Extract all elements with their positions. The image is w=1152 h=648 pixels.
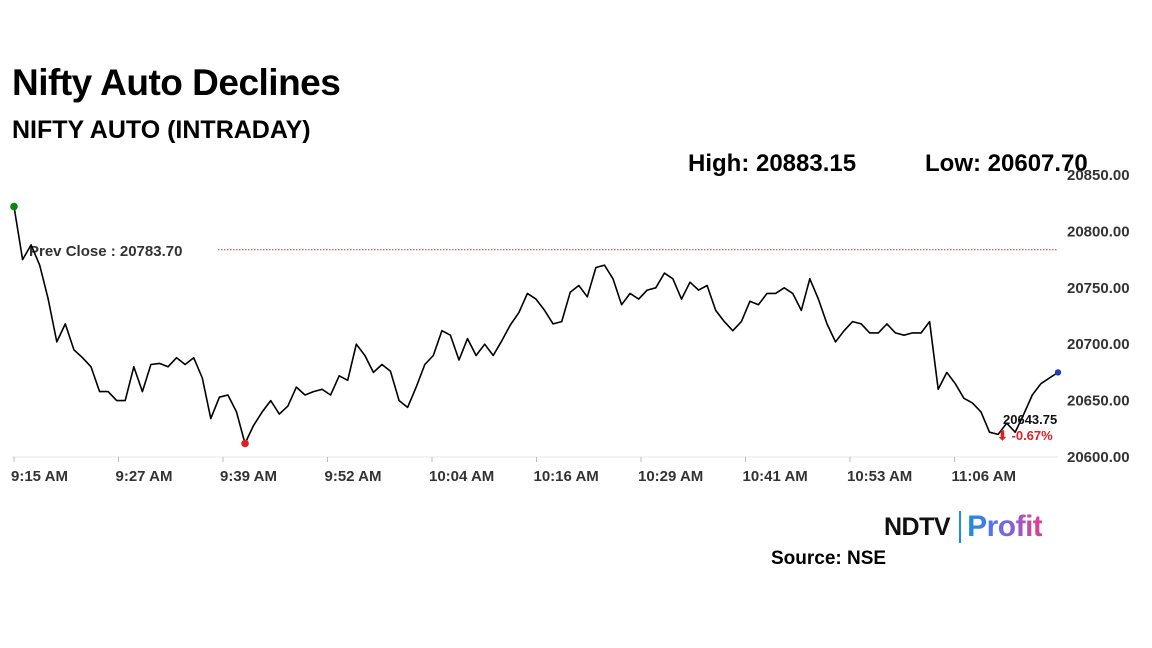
x-tick-label: 10:04 AM [429,468,494,485]
y-axis: 20600.00 20650.00 20700.00 20750.00 20800.00… [1067,167,1130,466]
ndtv-profit-logo: NDTV Profit [884,510,1043,544]
x-tick-label: 10:29 AM [638,468,703,485]
price-line [13,206,1059,445]
source-note: Source: NSE [771,548,887,569]
low-value-label: Low: 20607.70 [925,150,1088,177]
chart-title: Nifty Auto Declines [12,62,341,103]
x-tick-label: 9:27 AM [116,468,173,485]
brand-profit: Profit [967,510,1043,543]
y-tick-label: 20850.00 [1067,167,1130,184]
open-point-marker [10,202,18,211]
change-percent-label: ⬇ -0.67% [997,428,1053,443]
x-tick-label: 10:41 AM [743,468,808,485]
prev-close-label: Prev Close : 20783.70 [29,243,182,260]
x-tick-label: 9:52 AM [325,468,382,485]
last-price-marker [1054,369,1062,376]
y-tick-label: 20700.00 [1067,336,1130,353]
x-axis: 9:15 AM 9:27 AM 9:39 AM 9:52 AM 10:04 AM 10:1… [11,457,1016,485]
y-tick-label: 20750.00 [1067,280,1130,297]
x-tick-label: 9:15 AM [11,468,68,485]
brand-ndtv: NDTV [884,512,951,541]
y-tick-label: 20650.00 [1067,393,1130,410]
brand-separator [959,511,962,543]
y-tick-label: 20600.00 [1067,449,1130,466]
chart-subtitle: NIFTY AUTO (INTRADAY) [12,116,311,144]
x-tick-label: 11:06 AM [952,468,1016,485]
x-tick-label: 10:53 AM [847,468,912,485]
last-price-label: 20643.75 [1003,412,1057,427]
day-low-marker [241,439,249,448]
high-value-label: High: 20883.15 [688,150,857,177]
x-tick-label: 9:39 AM [220,468,277,485]
y-tick-label: 20800.00 [1067,223,1130,240]
x-tick-label: 10:16 AM [534,468,599,485]
